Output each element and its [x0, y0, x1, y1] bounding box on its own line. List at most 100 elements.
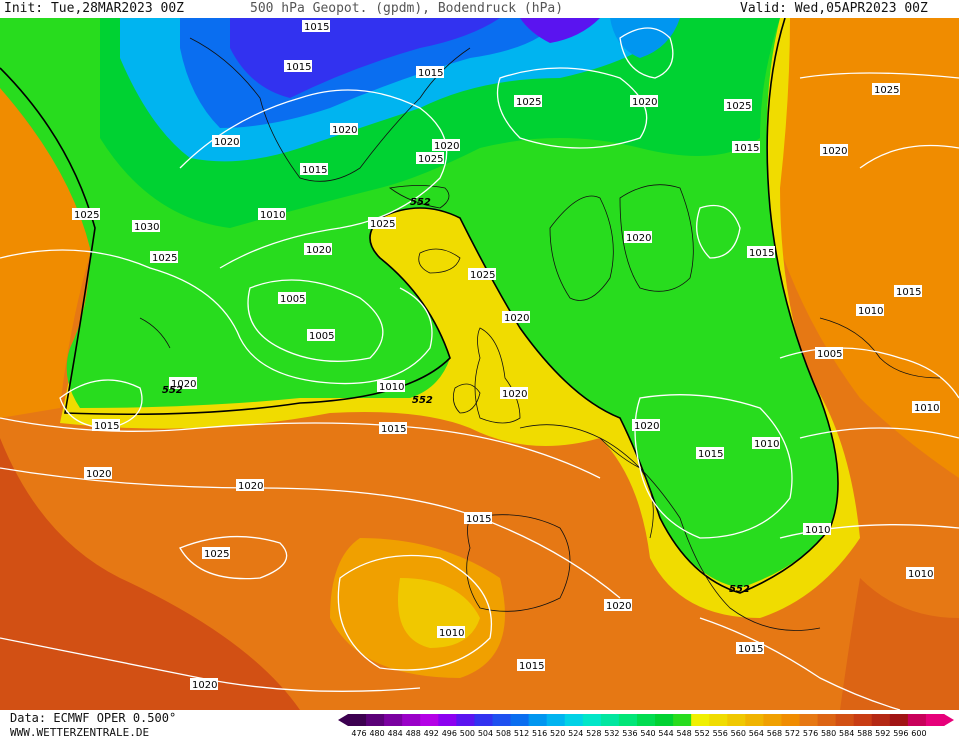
isobar-label: 1025: [370, 219, 395, 230]
legend-tick-label: 496: [442, 729, 457, 738]
legend-swatch: [763, 714, 782, 726]
legend-swatch: [564, 714, 584, 726]
legend-swatch: [799, 714, 819, 726]
legend-swatch: [655, 714, 674, 726]
isobar-label: 1015: [896, 287, 921, 298]
legend-tick-label: 500: [460, 729, 475, 738]
isobar-label: 1020: [634, 421, 659, 432]
isobar-label: 1020: [171, 379, 196, 390]
isobar-label: 1015: [519, 661, 544, 672]
legend-swatch: [618, 714, 638, 726]
isobar-label: 1010: [754, 439, 779, 450]
legend-tick-label: 540: [640, 729, 655, 738]
legend-tick-label: 580: [821, 729, 836, 738]
isobar-label: 1020: [632, 97, 657, 108]
geopotential-orange-e: [770, 18, 959, 478]
isobar-label: 1005: [817, 349, 842, 360]
legend-swatch: [817, 714, 837, 726]
isobar-label: 1005: [280, 294, 305, 305]
init-time: Init: Tue,28MAR2023 00Z: [4, 1, 185, 16]
isobar-label: 1020: [626, 233, 651, 244]
geopotential-purple: [520, 18, 600, 43]
isobar-label: 1030: [134, 222, 159, 233]
geopotential-blue-n: [610, 18, 680, 58]
legend-swatch: [889, 714, 909, 726]
legend-tick-label: 524: [568, 729, 583, 738]
isobar-label: 1020: [238, 481, 263, 492]
legend-arrow-left: [338, 714, 348, 726]
legend-tick-label: 528: [586, 729, 601, 738]
isobar-label: 1015: [304, 22, 329, 33]
isobar-label: 1020: [86, 469, 111, 480]
legend-swatch: [474, 714, 493, 726]
isobar-label: 1005: [309, 331, 334, 342]
legend-swatch: [835, 714, 855, 726]
isobar-label: 1010: [439, 628, 464, 639]
isobar-label: 1015: [698, 449, 723, 460]
legend-tick-label: 504: [478, 729, 493, 738]
legend-swatch: [546, 714, 566, 726]
legend-swatch: [402, 714, 421, 726]
isobar-label: 1025: [874, 85, 899, 96]
isobar-label: 1015: [94, 421, 119, 432]
footer: Data: ECMWF OPER 0.500° WWW.WETTERZENTRA…: [0, 710, 959, 741]
legend-tick-label: 588: [857, 729, 872, 738]
isobar-label: 1020: [822, 146, 847, 157]
contour-label: 552: [162, 385, 183, 396]
weather-map: 1015 1015 1015 1025 1020 1025 1020 1015 …: [0, 18, 959, 710]
legend-swatch: [853, 714, 873, 726]
legend-tick-label: 516: [532, 729, 547, 738]
isobar-labels: 1015 1015 1015 1025 1020 1025 1020 1015 …: [72, 20, 940, 691]
legend-swatch: [925, 714, 945, 726]
isobar-label: 1020: [504, 313, 529, 324]
legend-tick-label: 556: [713, 729, 728, 738]
legend-swatch: [745, 714, 764, 726]
legend-tick-label: 476: [351, 729, 366, 738]
contour-labels: 552 552 552 552: [162, 197, 750, 595]
legend-swatch: [600, 714, 620, 726]
legend-tick-label: 480: [369, 729, 384, 738]
isobar-label: 1025: [152, 253, 177, 264]
legend-swatch: [727, 714, 746, 726]
legend-tick-label: 512: [514, 729, 529, 738]
legend-tick-label: 568: [767, 729, 782, 738]
isobar-label: 1020: [192, 680, 217, 691]
isobar-label: 1010: [858, 306, 883, 317]
isobar-label: 1010: [260, 210, 285, 221]
isobar-label: 1020: [306, 245, 331, 256]
isobar-label: 1010: [379, 382, 404, 393]
isobar-label: 1025: [726, 101, 751, 112]
legend-tick-label: 600: [911, 729, 926, 738]
valid-time: Valid: Wed,05APR2023 00Z: [740, 1, 928, 16]
legend-tick-label: 532: [604, 729, 619, 738]
legend-tick-label: 488: [406, 729, 421, 738]
legend-swatch: [420, 714, 439, 726]
isobar-label: 1025: [74, 210, 99, 221]
isobar-label: 1015: [286, 62, 311, 73]
legend-swatch: [636, 714, 656, 726]
isobar-label: 1010: [914, 403, 939, 414]
legend-tick-label: 584: [839, 729, 854, 738]
isobar-label: 1020: [214, 137, 239, 148]
legend-swatch: [366, 714, 385, 726]
legend-tick-label: 560: [731, 729, 746, 738]
header: Init: Tue,28MAR2023 00Z 500 hPa Geopot. …: [0, 0, 959, 18]
isobar-label: 1015: [302, 165, 327, 176]
isobar-label: 1010: [805, 525, 830, 536]
legend-tick-label: 596: [893, 729, 908, 738]
geopotential-red-se: [840, 578, 959, 710]
isobar-label: 1010: [908, 569, 933, 580]
isobar-label: 1015: [418, 68, 443, 79]
legend-tick-label: 564: [749, 729, 764, 738]
legend-swatch: [384, 714, 403, 726]
geopotential-orange-w: [0, 88, 95, 418]
map-title: 500 hPa Geopot. (gpdm), Bodendruck (hPa): [250, 1, 564, 16]
contour-label: 552: [412, 395, 433, 406]
geopotential-deep-blue: [230, 18, 500, 98]
isobar-label: 1020: [606, 601, 631, 612]
contour-label: 552: [410, 197, 431, 208]
isobar-label: 1025: [470, 270, 495, 281]
isobar-label: 1015: [749, 248, 774, 259]
isobar-label: 1015: [381, 424, 406, 435]
isobar-label: 1020: [434, 141, 459, 152]
